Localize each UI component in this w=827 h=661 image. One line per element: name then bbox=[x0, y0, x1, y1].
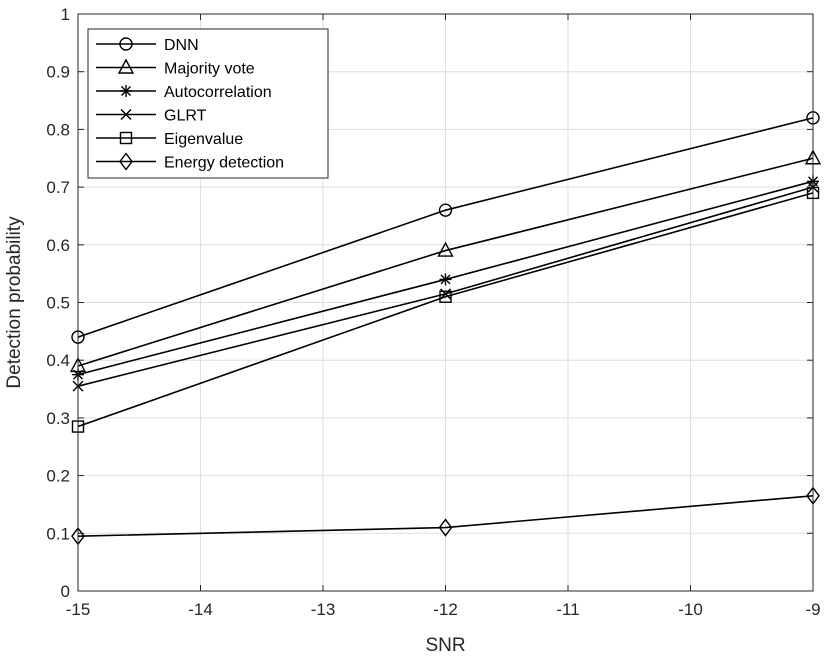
legend-item-glrt: GLRT bbox=[96, 108, 207, 125]
series-line-eigenvalue bbox=[77, 192, 814, 428]
ticks-group: -15 -14 -13 -12 -11 -10 -9 0 0.1 0.2 0.3 0.4 0.5 0.6 0… bbox=[46, 5, 820, 619]
y-tick-label: 0.1 bbox=[46, 524, 70, 543]
legend-marker-dnn bbox=[119, 37, 133, 51]
legend-label: Majority vote bbox=[164, 61, 255, 78]
legend-label: Eigenvalue bbox=[164, 131, 243, 148]
legend-marker-autocorrelation bbox=[120, 85, 132, 97]
y-tick-label: 0.8 bbox=[46, 120, 70, 139]
data-point-dnn bbox=[438, 203, 453, 217]
legend-marker-energy-detection bbox=[119, 152, 133, 171]
x-tick-label: -12 bbox=[433, 600, 458, 619]
legend-label: DNN bbox=[164, 37, 199, 54]
x-tick-label: -13 bbox=[311, 600, 336, 619]
legend-marker-majority-vote bbox=[117, 58, 135, 74]
series-line-dnn bbox=[77, 117, 814, 338]
y-tick-label: 0.3 bbox=[46, 409, 70, 428]
legend-label: GLRT bbox=[164, 108, 207, 125]
data-point-autocorrelation bbox=[439, 273, 452, 286]
legend-marker-glrt bbox=[120, 109, 132, 120]
legend-item-eigenvalue: Eigenvalue bbox=[96, 131, 243, 148]
legend-label: Autocorrelation bbox=[164, 84, 272, 101]
legend-item-majority-vote: Majority vote bbox=[96, 58, 255, 78]
legend-box bbox=[87, 28, 329, 179]
data-point-majority-vote bbox=[437, 241, 454, 257]
y-tick-label: 0 bbox=[61, 582, 70, 601]
x-tick-label: -15 bbox=[66, 600, 91, 619]
legend-item-dnn: DNN bbox=[96, 37, 199, 54]
x-tick-label: -9 bbox=[805, 600, 820, 619]
data-point-energy-detection bbox=[438, 518, 453, 537]
data-point-eigenvalue bbox=[439, 290, 452, 303]
x-axis-label: SNR bbox=[425, 635, 465, 656]
x-tick-label: -14 bbox=[188, 600, 213, 619]
x-tick-label: -11 bbox=[556, 600, 579, 619]
legend-item-autocorrelation: Autocorrelation bbox=[96, 84, 272, 101]
y-tick-label: 0.5 bbox=[46, 294, 70, 313]
legend: DNN Majority vote Autocorrelation GLRT Eigen… bbox=[87, 28, 329, 179]
legend-item-energy-detection: Energy detection bbox=[96, 152, 284, 172]
legend-label: Energy detection bbox=[164, 155, 284, 172]
y-tick-label: 0.6 bbox=[46, 236, 70, 255]
y-tick-label: 0.4 bbox=[46, 351, 70, 370]
y-tick-label: 0.2 bbox=[46, 467, 70, 486]
y-axis-label: Detection probability bbox=[4, 216, 25, 389]
legend-marker-eigenvalue bbox=[119, 131, 133, 145]
x-tick-label: -10 bbox=[678, 600, 703, 619]
y-tick-label: 1 bbox=[61, 5, 70, 24]
y-tick-label: 0.9 bbox=[46, 63, 70, 82]
series-line-energy-detection bbox=[77, 494, 814, 537]
y-tick-label: 0.7 bbox=[46, 178, 70, 197]
series-line-majority-vote bbox=[77, 157, 814, 367]
